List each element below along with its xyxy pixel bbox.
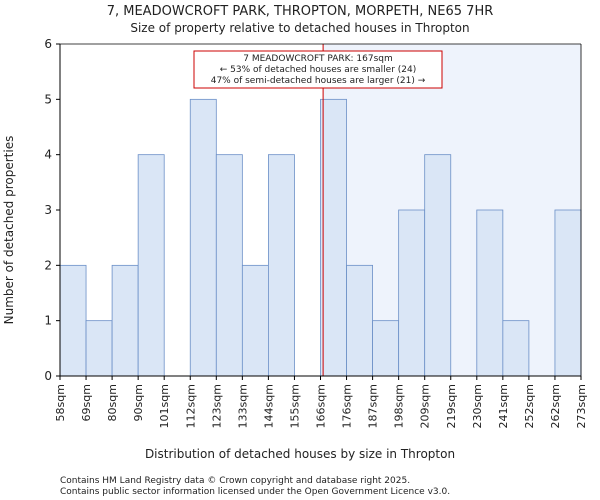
x-tick-label-101sqm: 101sqm — [158, 384, 171, 428]
bar-69sqm — [85, 320, 113, 377]
bar-209sqm — [424, 154, 452, 377]
bar-230sqm — [476, 209, 504, 377]
bar-187sqm — [372, 320, 400, 377]
y-tick-label: 0 — [44, 369, 52, 383]
x-tick-label-262sqm: 262sqm — [549, 384, 562, 428]
x-tick-label-112sqm: 112sqm — [184, 384, 197, 428]
x-tick-label-90sqm: 90sqm — [132, 384, 145, 421]
y-tick-label: 1 — [44, 314, 52, 328]
x-ticks: 58sqm 69sqm 80sqm 90sqm 101sqm 112sqm 123sqm 13… — [54, 376, 588, 428]
x-tick-label-155sqm: 155sqm — [288, 384, 301, 428]
bar-80sqm — [111, 264, 139, 377]
bar-166sqm — [320, 98, 347, 377]
annotation-line-3: 47% of semi-detached houses are larger (… — [211, 76, 426, 86]
footer-line-1: Contains HM Land Registry data © Crown c… — [60, 476, 410, 486]
x-tick-label-133sqm: 133sqm — [236, 384, 249, 428]
bar-262sqm — [554, 209, 582, 377]
bar-241sqm — [502, 320, 530, 377]
bar-144sqm — [267, 154, 295, 377]
x-axis-label: Distribution of detached houses by size … — [145, 447, 455, 461]
annotation-line-1: 7 MEADOWCROFT PARK: 167sqm — [243, 54, 393, 64]
bars-group — [59, 98, 582, 377]
chart-subtitle: Size of property relative to detached ho… — [130, 21, 469, 35]
bar-123sqm — [215, 154, 243, 377]
x-tick-label-230sqm: 230sqm — [471, 384, 484, 428]
bar-90sqm — [137, 154, 165, 377]
x-tick-label-198sqm: 198sqm — [393, 384, 406, 428]
y-tick-label: 3 — [44, 203, 52, 217]
x-tick-label-58sqm: 58sqm — [54, 384, 67, 421]
x-tick-label-69sqm: 69sqm — [80, 384, 93, 421]
x-tick-label-80sqm: 80sqm — [106, 384, 119, 421]
annotation-box: 7 MEADOWCROFT PARK: 167sqm ← 53% of deta… — [193, 50, 443, 89]
x-tick-label-241sqm: 241sqm — [497, 384, 510, 428]
chart-title: 7, MEADOWCROFT PARK, THROPTON, MORPETH, … — [107, 4, 494, 19]
y-tick-label: 2 — [44, 258, 52, 272]
y-axis-label: Number of detached properties — [2, 136, 16, 325]
x-tick-label-273sqm: 273sqm — [575, 384, 588, 428]
bar-176sqm — [346, 264, 373, 377]
bar-112sqm — [189, 98, 217, 377]
footer-line-2: Contains public sector information licen… — [60, 487, 450, 497]
y-tick-label: 4 — [44, 148, 52, 162]
annotation-line-2: ← 53% of detached houses are smaller (24… — [220, 65, 417, 75]
y-tick-label: 6 — [44, 37, 52, 51]
x-tick-label-187sqm: 187sqm — [367, 384, 380, 428]
x-tick-label-176sqm: 176sqm — [341, 384, 354, 428]
x-tick-label-209sqm: 209sqm — [419, 384, 432, 428]
x-tick-label-166sqm: 166sqm — [315, 384, 328, 428]
annotation-rect — [193, 50, 443, 89]
x-tick-label-144sqm: 144sqm — [262, 384, 275, 428]
y-tick-label: 5 — [44, 92, 52, 106]
bar-58sqm — [59, 264, 87, 377]
x-tick-label-252sqm: 252sqm — [523, 384, 536, 428]
x-tick-label-219sqm: 219sqm — [445, 384, 458, 428]
bar-198sqm — [398, 209, 426, 377]
y-ticks: 0 1 2 3 4 5 6 — [44, 37, 60, 383]
x-tick-label-123sqm: 123sqm — [210, 384, 223, 428]
bar-133sqm — [241, 264, 269, 377]
